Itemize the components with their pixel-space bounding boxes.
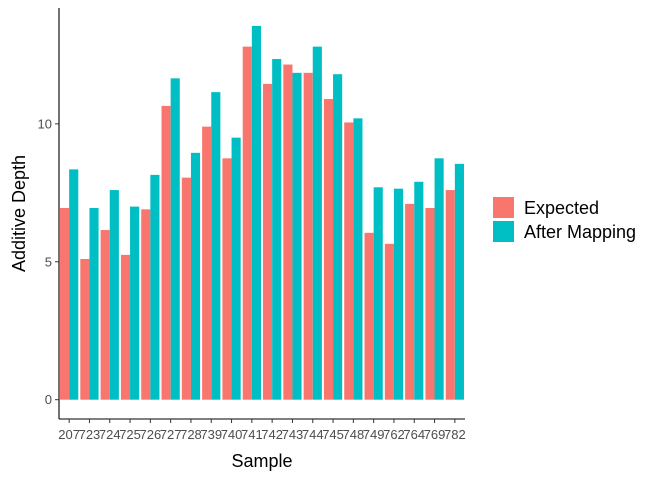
x-tick-label-742: 742: [261, 427, 283, 442]
bar-expected-743: [283, 64, 293, 400]
x-tick-label-728: 728: [180, 427, 202, 442]
bar-after-mapping-740: [231, 137, 241, 400]
bar-after-mapping-727: [170, 78, 180, 400]
y-axis-title: Additive Depth: [9, 155, 29, 272]
bar-after-mapping-743: [292, 72, 302, 400]
bar-after-mapping-724: [109, 190, 119, 400]
y-tick-label: 5: [45, 254, 52, 269]
x-tick-label-745: 745: [322, 427, 344, 442]
bar-after-mapping-749: [373, 187, 383, 400]
bar-expected-728: [181, 177, 191, 400]
x-tick-label-744: 744: [302, 427, 324, 442]
bar-expected-769: [425, 207, 435, 400]
x-axis-title: Sample: [231, 451, 292, 471]
x-tick-label-741: 741: [241, 427, 263, 442]
bar-expected-742: [263, 83, 273, 400]
bar-expected-723: [80, 259, 90, 400]
bar-expected-744: [303, 72, 313, 400]
bar-after-mapping-207: [69, 169, 79, 400]
x-tick-label-748: 748: [342, 427, 364, 442]
legend-label-after-mapping: After Mapping: [524, 222, 636, 242]
y-tick-label: 10: [38, 116, 52, 131]
bar-after-mapping-744: [312, 46, 322, 400]
x-tick-label-764: 764: [403, 427, 425, 442]
x-axis-ticks: 2077237247257267277287397407417427437447…: [58, 419, 466, 442]
legend-label-expected: Expected: [524, 198, 599, 218]
legend-swatch-after-mapping: [493, 221, 514, 242]
bar-after-mapping-745: [333, 74, 343, 400]
legend-swatch-expected: [493, 197, 514, 218]
bar-expected-739: [202, 126, 212, 400]
bar-after-mapping-742: [272, 59, 282, 400]
x-tick-label-725: 725: [119, 427, 141, 442]
bar-after-mapping-723: [89, 207, 99, 400]
bar-after-mapping-728: [190, 152, 201, 400]
bar-expected-740: [222, 158, 232, 400]
bar-after-mapping-748: [353, 118, 363, 400]
x-tick-label-743: 743: [282, 427, 304, 442]
bar-expected-207: [60, 207, 70, 400]
bar-after-mapping-782: [454, 163, 464, 400]
x-tick-label-207: 207: [58, 427, 80, 442]
x-tick-label-723: 723: [79, 427, 101, 442]
bar-after-mapping-762: [393, 188, 404, 400]
y-tick-label: 0: [45, 392, 52, 407]
bar-expected-745: [323, 99, 334, 400]
bar-expected-749: [364, 232, 374, 400]
y-axis-ticks: 0 5 10: [38, 116, 59, 407]
x-tick-label-749: 749: [363, 427, 385, 442]
bar-expected-782: [445, 190, 455, 400]
bar-expected-762: [384, 243, 394, 400]
bar-after-mapping-726: [150, 174, 160, 400]
x-tick-label-740: 740: [221, 427, 243, 442]
bar-expected-741: [242, 46, 252, 400]
legend: Expected After Mapping: [493, 197, 636, 242]
bar-after-mapping-739: [211, 92, 221, 400]
x-tick-label-739: 739: [200, 427, 222, 442]
x-tick-label-727: 727: [160, 427, 182, 442]
bar-expected-724: [100, 230, 110, 400]
bar-after-mapping-769: [434, 158, 444, 400]
bar-expected-764: [405, 203, 415, 400]
bar-expected-748: [344, 122, 354, 400]
bar-after-mapping-741: [251, 25, 261, 400]
bar-expected-726: [141, 209, 151, 400]
bar-expected-727: [161, 105, 171, 400]
bars-layer: [60, 25, 464, 400]
bar-after-mapping-725: [130, 206, 140, 400]
bar-expected-725: [120, 254, 131, 400]
x-tick-label-726: 726: [139, 427, 161, 442]
x-tick-label-724: 724: [99, 427, 121, 442]
x-tick-label-769: 769: [424, 427, 446, 442]
bar-after-mapping-764: [414, 181, 424, 400]
x-tick-label-762: 762: [383, 427, 405, 442]
x-tick-label-782: 782: [444, 427, 466, 442]
